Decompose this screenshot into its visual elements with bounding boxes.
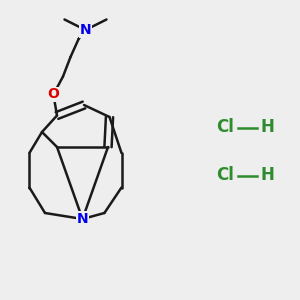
Text: Cl: Cl: [216, 167, 234, 184]
Text: N: N: [80, 23, 91, 37]
Text: N: N: [77, 212, 88, 226]
Text: H: H: [261, 118, 275, 136]
Text: H: H: [261, 167, 275, 184]
Text: Cl: Cl: [216, 118, 234, 136]
Text: O: O: [47, 88, 59, 101]
